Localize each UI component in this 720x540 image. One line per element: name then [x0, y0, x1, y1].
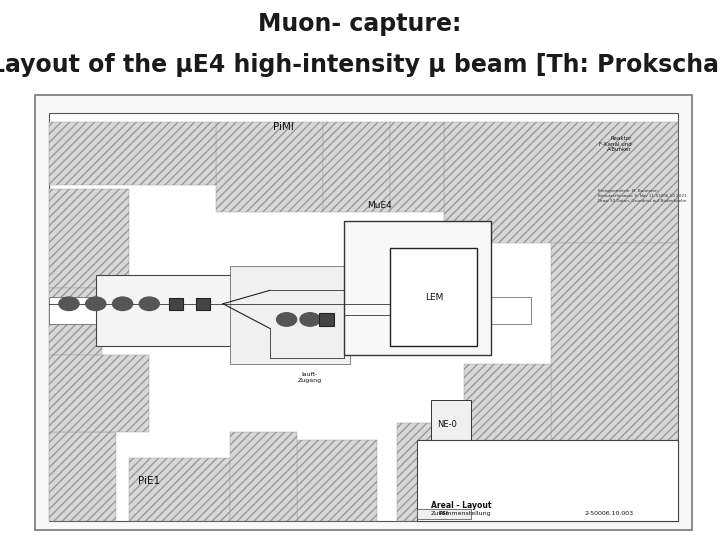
Text: PiMI: PiMI [273, 122, 294, 132]
Bar [431, 400, 471, 445]
Bar [49, 190, 130, 288]
Bar [230, 266, 350, 364]
Bar [397, 422, 464, 521]
Circle shape [300, 313, 320, 326]
Text: Reaktor
F-Kanal und
A-Bunker: Reaktor F-Kanal und A-Bunker [599, 136, 631, 152]
Text: Areal - Layout: Areal - Layout [431, 501, 491, 510]
Bar [417, 441, 678, 521]
Text: Muon- capture:: Muon- capture: [258, 12, 462, 36]
Bar [96, 275, 243, 346]
Circle shape [276, 313, 297, 326]
Bar [343, 221, 491, 355]
Bar [390, 248, 477, 346]
Text: Layout of the μE4 high-intensity μ beam [Th: Prokscha]: Layout of the μE4 high-intensity μ beam … [0, 52, 720, 77]
Text: lauft-
Zugang: lauft- Zugang [298, 373, 322, 383]
Bar [464, 364, 551, 521]
Bar [417, 509, 471, 519]
Bar [49, 288, 102, 355]
Text: PSI: PSI [439, 511, 449, 516]
Text: Zusammenstellung: Zusammenstellung [431, 511, 491, 516]
Bar [197, 298, 210, 310]
Bar [390, 122, 444, 212]
Circle shape [59, 297, 79, 310]
Circle shape [112, 297, 132, 310]
Bar [49, 297, 531, 324]
Bar [49, 355, 149, 431]
Bar [320, 313, 334, 326]
Bar [49, 431, 116, 521]
Bar [323, 122, 390, 212]
Text: Kreisgeometrie: M. Baumann
Benutzerhinweis: 5. Nov 11-S1006.10.2021
Draw 30 Date: Kreisgeometrie: M. Baumann Benutzerhinwe… [598, 190, 686, 202]
Circle shape [86, 297, 106, 310]
Bar [444, 122, 678, 243]
Bar [551, 243, 678, 521]
Bar [169, 298, 183, 310]
Bar [49, 122, 216, 185]
Bar [130, 458, 230, 521]
Bar [230, 431, 297, 521]
Text: PiE1: PiE1 [138, 476, 161, 486]
Text: 2-50006.10.003: 2-50006.10.003 [585, 511, 634, 516]
Bar [297, 441, 377, 521]
Text: LEM: LEM [425, 293, 443, 301]
Text: NE-0: NE-0 [437, 420, 457, 429]
Text: MuE4: MuE4 [367, 201, 392, 210]
Bar [216, 122, 323, 212]
Circle shape [139, 297, 159, 310]
